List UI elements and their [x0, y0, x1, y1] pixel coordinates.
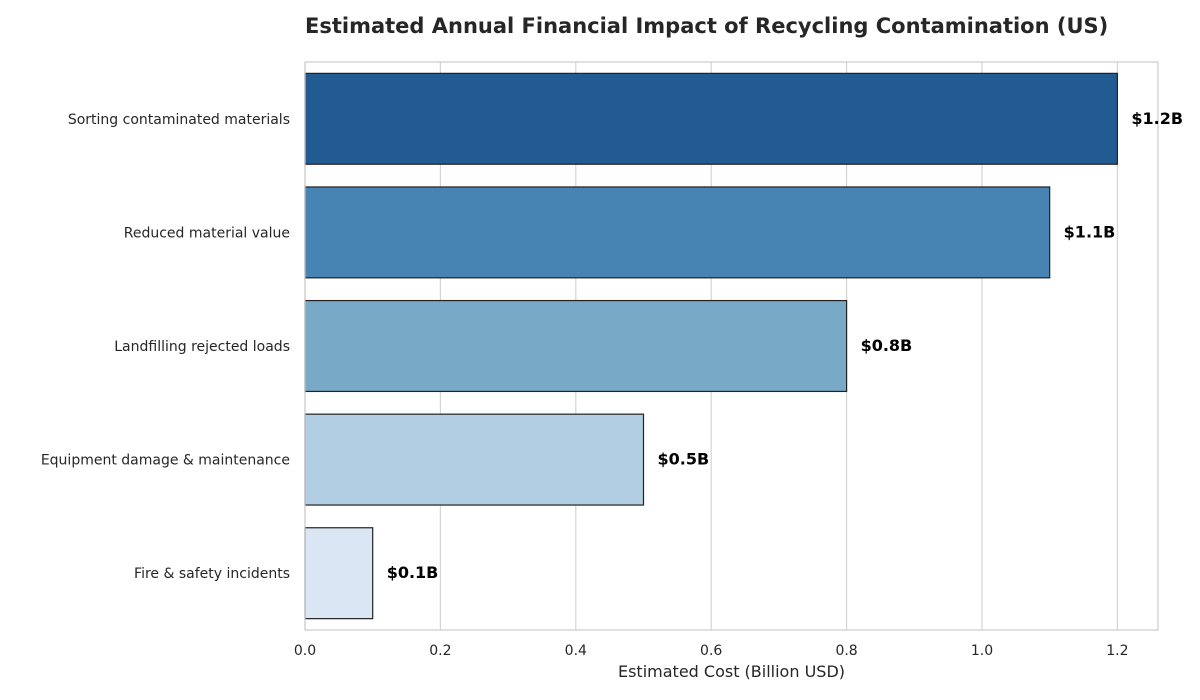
x-tick-label: 0.2	[429, 643, 451, 659]
y-tick-labels: Sorting contaminated materials Reduced ma…	[41, 112, 290, 582]
y-tick-label: Landfilling rejected loads	[114, 339, 290, 355]
bars	[304, 72, 1118, 620]
y-tick-label: Sorting contaminated materials	[68, 112, 290, 128]
data-label: $0.1B	[387, 563, 439, 582]
chart-title: Estimated Annual Financial Impact of Rec…	[305, 14, 1109, 38]
x-tick-label: 1.2	[1106, 643, 1128, 659]
x-tick-label: 0.0	[294, 643, 316, 659]
x-tick-labels: 0.0 0.2 0.4 0.6 0.8 1.0 1.2	[294, 643, 1129, 659]
data-label: $0.5B	[657, 450, 709, 469]
x-tick-label: 1.0	[971, 643, 993, 659]
x-tick-label: 0.4	[565, 643, 587, 659]
data-label: $1.1B	[1064, 222, 1116, 241]
bar	[304, 413, 645, 506]
x-axis-label: Estimated Cost (Billion USD)	[617, 662, 845, 681]
plot-frame	[304, 61, 1159, 631]
x-tick-label: 0.6	[700, 643, 722, 659]
data-label: $0.8B	[861, 336, 913, 355]
y-tick-label: Fire & safety incidents	[134, 566, 290, 582]
bar	[304, 527, 374, 620]
bar	[304, 186, 1051, 279]
x-tick-label: 0.8	[835, 643, 857, 659]
y-tick-label: Reduced material value	[124, 225, 290, 241]
bar	[304, 299, 848, 393]
y-tick-label: Equipment damage & maintenance	[41, 453, 290, 469]
bar	[304, 72, 1118, 165]
data-labels: $1.2B $1.1B $0.8B $0.5B $0.1B	[387, 109, 1183, 582]
data-label: $1.2B	[1131, 109, 1183, 128]
